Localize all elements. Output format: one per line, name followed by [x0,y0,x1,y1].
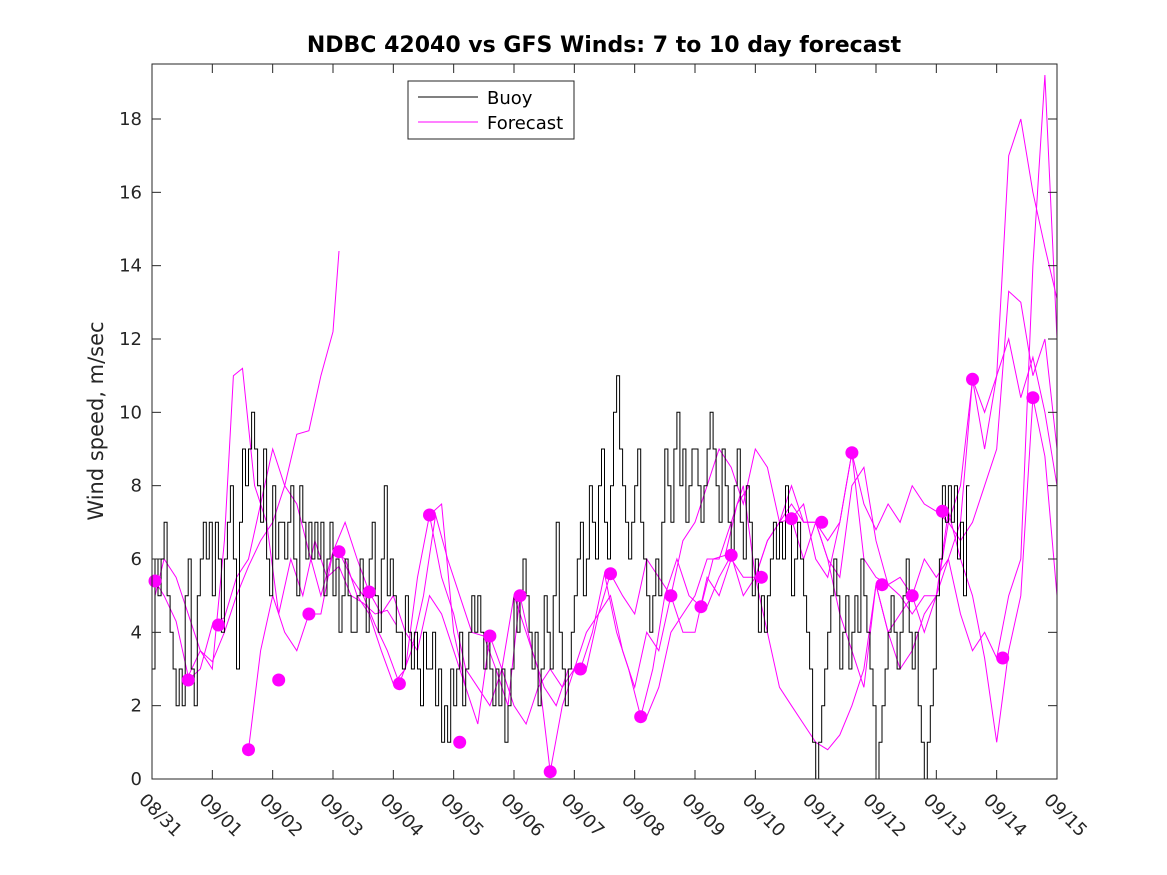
forecast-marker-2 [181,673,195,687]
y-tick-label: 18 [119,109,142,130]
forecast-marker-6 [302,607,316,621]
forecast-marker-8 [362,585,376,599]
forecast-marker-10 [423,508,436,522]
forecast-marker-14 [543,765,557,779]
legend-buoy-label: Buoy [487,88,533,109]
forecast-marker-24 [845,446,859,460]
axes-box [151,63,1058,780]
forecast-marker-27 [935,504,949,518]
y-tick-label: 10 [119,402,142,423]
forecast-marker-7 [332,545,346,559]
y-tick-label: 14 [119,256,142,277]
y-tick-label: 6 [131,549,142,570]
plot-area [152,64,1057,779]
forecast-marker-3 [211,618,225,632]
forecast-marker-17 [634,710,648,724]
y-tick-label: 16 [119,182,142,203]
forecast-line-9 [706,397,1058,751]
legend-box [407,80,575,140]
forecast-marker-4 [242,743,255,757]
y-tick-label: 12 [119,329,142,350]
forecast-line-6 [429,337,1058,726]
forecast-marker-1 [148,574,162,588]
forecast-marker-29 [996,651,1010,665]
y-tick-label: 0 [131,769,142,790]
forecast-line-10 [791,74,1058,660]
y-tick-label: 2 [131,696,142,717]
forecast-marker-30 [1026,391,1040,405]
y-tick-label: 4 [131,622,142,643]
forecast-marker-23 [815,515,829,529]
y-tick-label: 8 [131,476,142,497]
forecast-marker-11 [453,735,467,749]
forecast-marker-5 [272,673,286,687]
forecast-marker-26 [905,589,919,603]
forecast-marker-12 [483,629,497,643]
chart-title: NDBC 42040 vs GFS Winds: 7 to 10 day for… [307,33,902,58]
y-axis-ticks: 0 2 4 6 8 10 12 14 16 18 [119,109,1057,790]
forecast-marker-18 [664,589,678,603]
forecast-marker-25 [875,578,889,592]
forecast-marker-28 [966,372,979,386]
forecast-marker-20 [724,548,738,562]
forecast-marker-19 [694,600,708,614]
forecast-marker-15 [573,662,587,676]
forecast-marker-9 [392,677,406,691]
legend-forecast-label: Forecast [487,113,563,134]
forecast-marker-16 [604,567,617,581]
forecast-marker-13 [513,589,527,603]
marker-layer [148,372,1040,779]
series-layer [152,74,1058,780]
buoy-line [152,375,970,780]
forecast-marker-22 [785,512,798,526]
forecast-line-2 [154,250,340,663]
y-axis-label: Wind speed, m/sec [84,321,108,520]
forecast-line-5 [338,485,750,717]
forecast-marker-21 [754,570,768,584]
legend: Buoy Forecast [407,80,575,140]
